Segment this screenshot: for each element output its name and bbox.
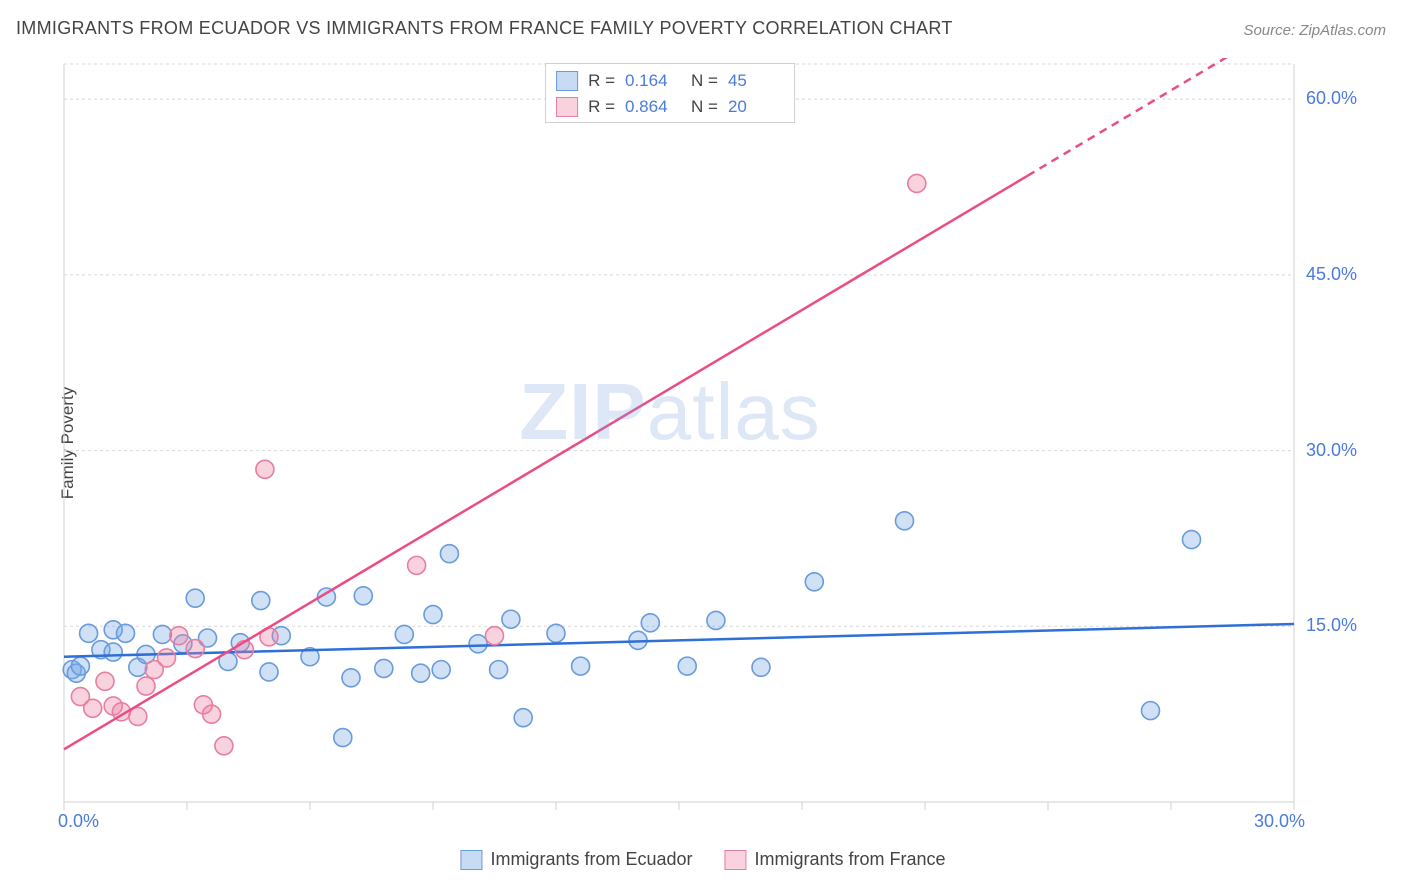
n-label: N = xyxy=(691,71,718,91)
r-value: 0.164 xyxy=(625,71,681,91)
n-value: 45 xyxy=(728,71,784,91)
legend-label: Immigrants from Ecuador xyxy=(490,849,692,870)
y-tick-label: 15.0% xyxy=(1306,615,1406,636)
swatch-icon xyxy=(556,97,578,117)
source-credit: Source: ZipAtlas.com xyxy=(1243,22,1386,39)
stats-row-ecuador: R = 0.164 N = 45 xyxy=(556,68,784,94)
chart-title: IMMIGRANTS FROM ECUADOR VS IMMIGRANTS FR… xyxy=(16,18,953,39)
x-tick-label: 30.0% xyxy=(1254,811,1305,832)
r-label: R = xyxy=(588,97,615,117)
stats-legend: R = 0.164 N = 45 R = 0.864 N = 20 xyxy=(545,63,795,123)
swatch-icon xyxy=(725,850,747,870)
scatter-chart xyxy=(58,58,1300,828)
stats-row-france: R = 0.864 N = 20 xyxy=(556,94,784,120)
plot-area: Family Poverty ZIPatlas R = 0.164 N = 45… xyxy=(40,58,1300,828)
y-tick-label: 60.0% xyxy=(1306,88,1406,109)
r-label: R = xyxy=(588,71,615,91)
y-tick-label: 30.0% xyxy=(1306,440,1406,461)
y-tick-label: 45.0% xyxy=(1306,264,1406,285)
r-value: 0.864 xyxy=(625,97,681,117)
legend-item-france: Immigrants from France xyxy=(725,849,946,870)
legend-item-ecuador: Immigrants from Ecuador xyxy=(460,849,692,870)
x-tick-label: 0.0% xyxy=(58,811,99,832)
swatch-icon xyxy=(460,850,482,870)
legend-label: Immigrants from France xyxy=(755,849,946,870)
series-legend: Immigrants from Ecuador Immigrants from … xyxy=(460,849,945,870)
n-value: 20 xyxy=(728,97,784,117)
swatch-icon xyxy=(556,71,578,91)
n-label: N = xyxy=(691,97,718,117)
